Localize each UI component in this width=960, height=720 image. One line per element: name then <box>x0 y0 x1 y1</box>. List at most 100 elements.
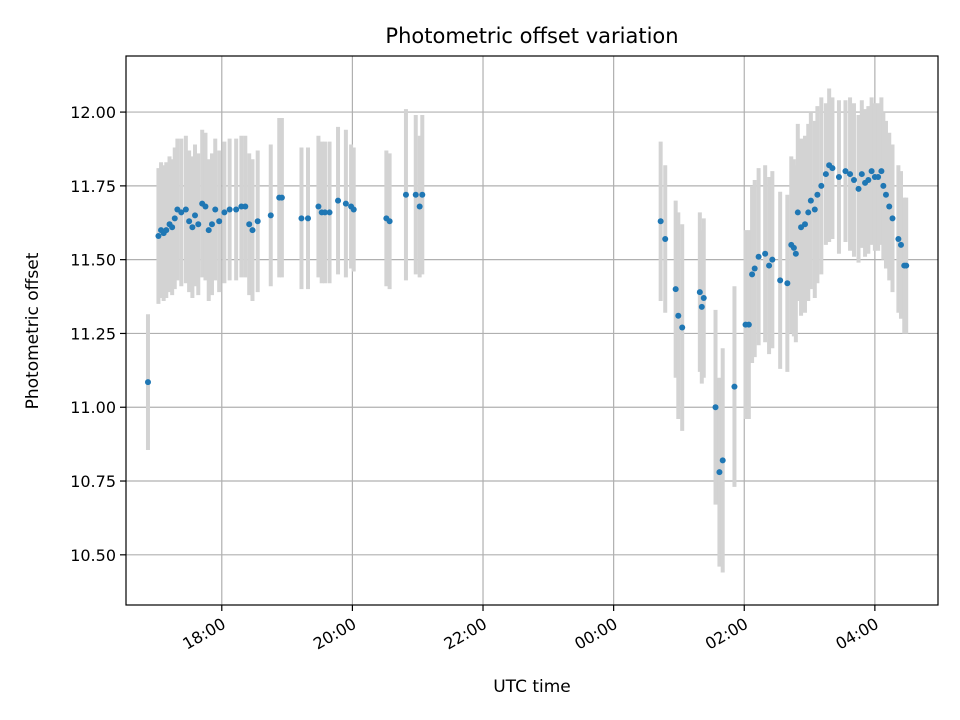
data-point <box>342 200 349 207</box>
data-point <box>416 203 423 210</box>
data-point <box>731 383 738 390</box>
data-point <box>326 209 333 216</box>
x-axis-title: UTC time <box>493 677 571 697</box>
data-point <box>818 182 825 189</box>
data-point <box>751 265 758 272</box>
y-tick-label: 11.50 <box>70 251 116 270</box>
data-point <box>386 218 393 225</box>
data-point <box>882 191 889 198</box>
data-point <box>221 209 228 216</box>
data-point <box>657 218 664 225</box>
data-point <box>249 227 256 234</box>
data-point <box>847 171 854 178</box>
data-point <box>178 209 185 216</box>
data-point <box>202 203 209 210</box>
data-point <box>755 253 762 260</box>
data-point <box>805 209 812 216</box>
data-point <box>246 221 253 228</box>
data-point <box>672 286 679 293</box>
data-point <box>749 271 756 278</box>
data-point <box>144 379 151 386</box>
data-point <box>155 233 162 240</box>
data-point <box>835 174 842 181</box>
data-point <box>769 256 776 263</box>
y-tick-label: 10.50 <box>70 546 116 565</box>
data-point <box>790 244 797 251</box>
data-point <box>304 215 311 222</box>
data-point <box>195 221 202 228</box>
data-point <box>829 165 836 172</box>
data-point <box>842 168 849 175</box>
data-point <box>267 212 274 219</box>
data-point <box>745 321 752 328</box>
data-point <box>850 176 857 183</box>
data-point <box>412 191 419 198</box>
data-point <box>171 215 178 222</box>
chart-title: Photometric offset variation <box>385 24 678 48</box>
data-point <box>716 469 723 476</box>
data-point <box>878 168 885 175</box>
data-point <box>903 262 910 269</box>
data-point <box>242 203 249 210</box>
y-tick-label: 11.00 <box>70 398 116 417</box>
y-tick-label: 10.75 <box>70 472 116 491</box>
data-point <box>208 221 215 228</box>
data-point <box>205 227 212 234</box>
plot-frame <box>125 55 939 606</box>
data-point <box>766 262 773 269</box>
data-point <box>712 404 719 411</box>
y-tick-label: 11.75 <box>70 177 116 196</box>
data-point <box>698 303 705 310</box>
data-point <box>719 457 726 464</box>
data-point <box>419 191 426 198</box>
data-point <box>814 191 821 198</box>
data-point <box>186 218 193 225</box>
data-point <box>189 224 196 231</box>
data-point <box>822 171 829 178</box>
y-tick-label: 12.00 <box>70 103 116 122</box>
data-point <box>675 312 682 319</box>
data-point <box>777 277 784 284</box>
data-point <box>897 241 904 248</box>
data-points <box>144 162 910 476</box>
data-point <box>212 206 219 213</box>
data-point <box>784 280 791 287</box>
y-tick-label: 11.25 <box>70 324 116 343</box>
data-point <box>792 250 799 257</box>
data-point <box>216 218 223 225</box>
data-point <box>875 174 882 181</box>
data-point <box>298 215 305 222</box>
data-point <box>886 203 893 210</box>
data-point <box>350 206 357 213</box>
data-point <box>858 171 865 178</box>
data-point <box>700 295 707 302</box>
data-point <box>226 206 233 213</box>
data-point <box>679 324 686 331</box>
data-point <box>880 182 887 189</box>
data-point <box>278 194 285 201</box>
data-point <box>163 227 170 234</box>
data-point <box>868 168 875 175</box>
data-point <box>855 185 862 192</box>
data-point <box>801 221 808 228</box>
data-point <box>807 197 814 204</box>
data-point <box>169 224 176 231</box>
data-point <box>321 209 328 216</box>
y-axis: 10.50 10.75 11.00 11.25 11.50 11.75 12.00 <box>70 103 126 565</box>
data-point <box>794 209 801 216</box>
data-point <box>233 206 240 213</box>
data-point <box>889 215 896 222</box>
data-point <box>811 206 818 213</box>
y-axis-title: Photometric offset <box>23 252 43 409</box>
data-point <box>335 197 342 204</box>
data-point <box>762 250 769 257</box>
data-point <box>402 191 409 198</box>
data-point <box>182 206 189 213</box>
data-point <box>254 218 261 225</box>
data-point <box>895 236 902 242</box>
data-point <box>315 203 322 210</box>
data-point <box>192 212 199 219</box>
data-point <box>696 289 703 296</box>
